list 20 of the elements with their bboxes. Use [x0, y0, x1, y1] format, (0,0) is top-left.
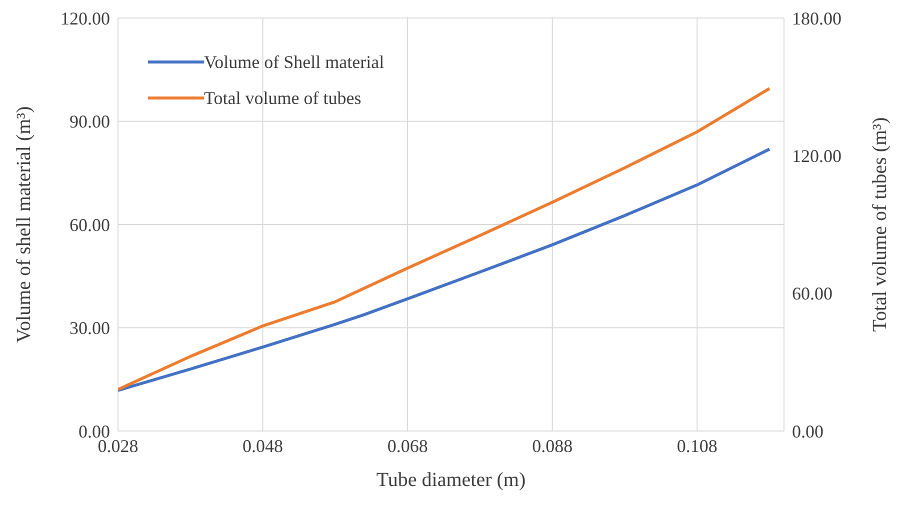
y-tick-label: 0.00 [78, 421, 110, 442]
y-tick-label: 120.00 [60, 8, 110, 28]
x-tick-label: 0.088 [532, 436, 573, 456]
y-tick-label: 60.00 [70, 214, 110, 235]
y2-tick-label: 120.00 [792, 146, 842, 166]
y-tick-label: 90.00 [70, 112, 110, 132]
line-series [118, 148, 772, 392]
y-tick-label: 30.00 [70, 318, 110, 338]
x-tick-label: 0.068 [387, 436, 428, 456]
line-series [118, 86, 772, 391]
y2-axis-title: Total volume of tubes (m³) [869, 117, 892, 332]
legend-label: Total volume of tubes [204, 87, 362, 110]
y2-tick-label: 180.00 [792, 8, 842, 28]
y2-tick-label: 0.00 [792, 421, 824, 442]
x-tick-label: 0.108 [676, 436, 718, 456]
x-axis-title: Tube diameter (m) [376, 469, 526, 491]
x-tick-label: 0.048 [242, 436, 284, 456]
legend-label: Volume of Shell material [204, 51, 384, 74]
y-axis-title: Volume of shell material (m³) [13, 106, 36, 343]
y2-tick-label: 60.00 [792, 284, 832, 304]
